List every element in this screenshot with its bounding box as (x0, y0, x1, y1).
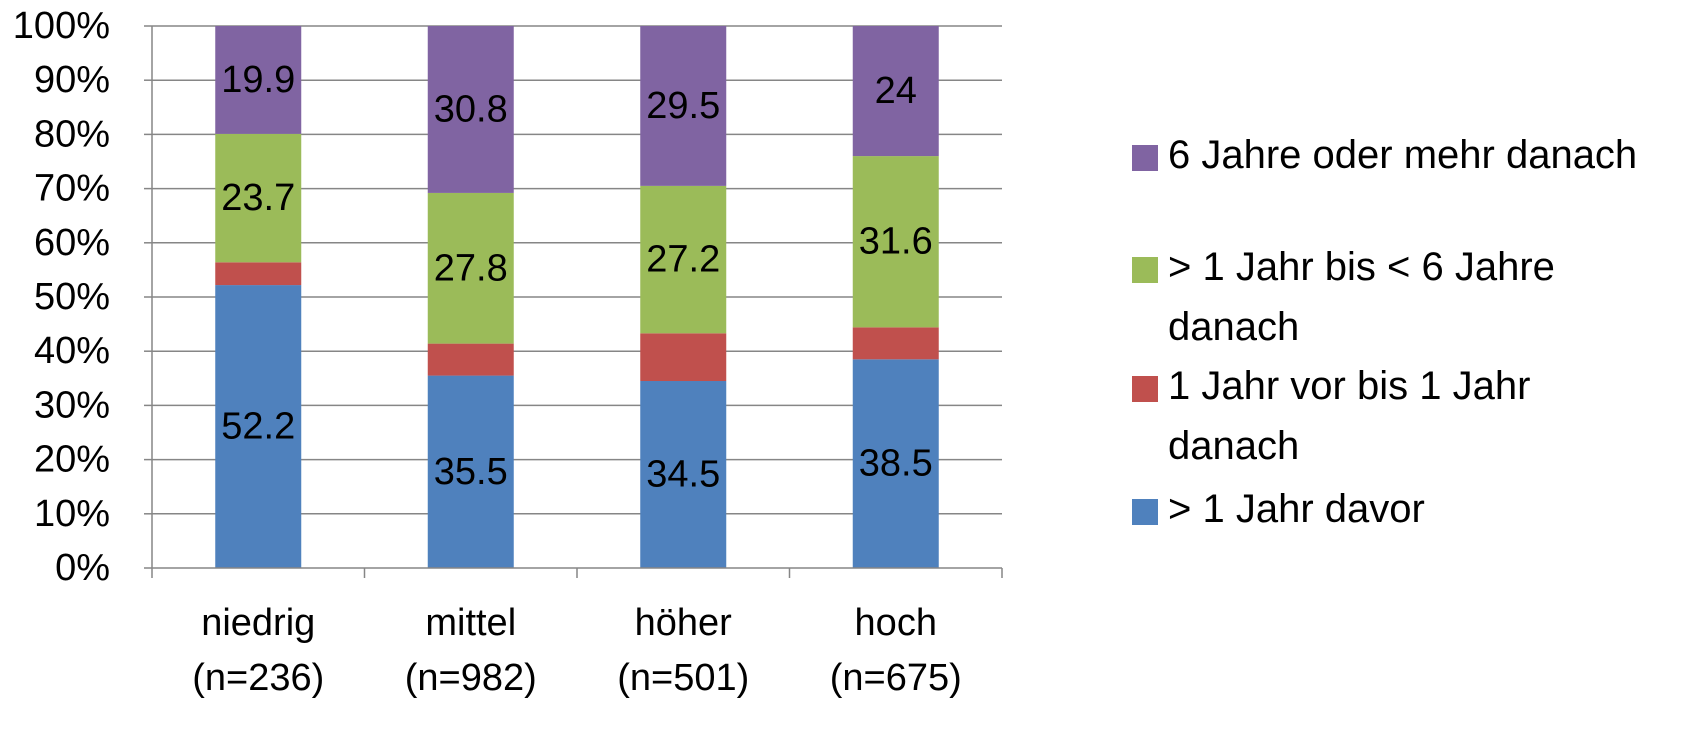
data-label: 19.9 (221, 59, 295, 101)
legend-label: > 1 Jahr bis < 6 Jahre danach (1168, 245, 1555, 349)
bar-segment (640, 185, 727, 334)
legend-item-1-bis-6-jahre-danach: > 1 Jahr bis < 6 Jahre danach (1132, 237, 1568, 357)
bar-segment (852, 156, 939, 328)
data-label: 35.5 (434, 451, 508, 493)
bar-segment (215, 262, 302, 286)
bar-segment (852, 327, 939, 360)
x-category-labels: niedrig (n=236) mittel (n=982) höher (n=501) h… (192, 602, 962, 699)
data-label: 27.2 (646, 239, 720, 281)
bar-segment (427, 192, 514, 344)
legend-item-1-jahr-davor: > 1 Jahr davor (1132, 479, 1668, 539)
data-label: 27.8 (434, 247, 508, 289)
y-tick-label: 90% (34, 59, 110, 101)
x-category-label: hoch (855, 602, 937, 644)
x-category-label: (n=675) (830, 657, 962, 699)
legend-item-1-jahr-vor-bis-1-jahr-danach: 1 Jahr vor bis 1 Jahr danach (1132, 356, 1568, 476)
bar-segment (215, 133, 302, 263)
x-category-label: niedrig (201, 602, 315, 644)
x-category-label: (n=236) (192, 657, 324, 699)
data-label: 30.8 (434, 88, 508, 130)
bar-segment (640, 26, 727, 186)
legend-label: 1 Jahr vor bis 1 Jahr danach (1168, 364, 1531, 468)
y-tick-label: 100% (13, 5, 110, 47)
data-label: 34.5 (646, 454, 720, 496)
bar-segment (427, 375, 514, 568)
legend-item-6-jahre-oder-mehr-danach: 6 Jahre oder mehr danach (1132, 125, 1668, 185)
bar-segment (427, 26, 514, 193)
data-label: 24 (875, 70, 917, 112)
y-tick-label: 0% (55, 547, 110, 589)
x-category-label: (n=982) (405, 657, 537, 699)
bar-segment (640, 333, 727, 382)
data-label: 29.5 (646, 85, 720, 127)
data-label: 23.7 (221, 177, 295, 219)
bar-segment (852, 26, 939, 157)
bar-segment (640, 381, 727, 568)
data-label: 38.5 (859, 443, 933, 485)
bar-segment (215, 26, 302, 134)
x-category-label: (n=501) (617, 657, 749, 699)
legend-label: 6 Jahre oder mehr danach (1168, 133, 1638, 177)
data-label: 31.6 (859, 221, 933, 263)
y-tick-labels: 0% 10% 20% 30% 40% 50% 60% 70% 80% 90% 100% (13, 5, 110, 589)
y-tick-label: 70% (34, 168, 110, 210)
legend-swatch (1132, 145, 1158, 171)
y-tick-label: 20% (34, 439, 110, 481)
y-tick-label: 60% (34, 222, 110, 264)
bar-segment (427, 343, 514, 376)
data-labels: 52.2 23.7 19.9 35.5 27.8 30.8 34.5 27.2 29.5 38.5… (221, 59, 932, 496)
legend-label: > 1 Jahr davor (1168, 487, 1425, 531)
data-label: 52.2 (221, 406, 295, 448)
y-tick-label: 10% (34, 493, 110, 535)
legend-swatch (1132, 499, 1158, 525)
x-category-label: mittel (425, 602, 516, 644)
bar-segment (215, 285, 302, 568)
y-tick-label: 30% (34, 384, 110, 426)
x-category-label: höher (635, 602, 733, 644)
y-tick-label: 40% (34, 330, 110, 372)
bar-segments (215, 26, 939, 568)
bar-segment (852, 359, 939, 568)
y-tick-label: 50% (34, 276, 110, 318)
legend-swatch (1132, 257, 1158, 283)
legend-swatch (1132, 376, 1158, 402)
y-tick-label: 80% (34, 113, 110, 155)
axes (144, 25, 1003, 578)
